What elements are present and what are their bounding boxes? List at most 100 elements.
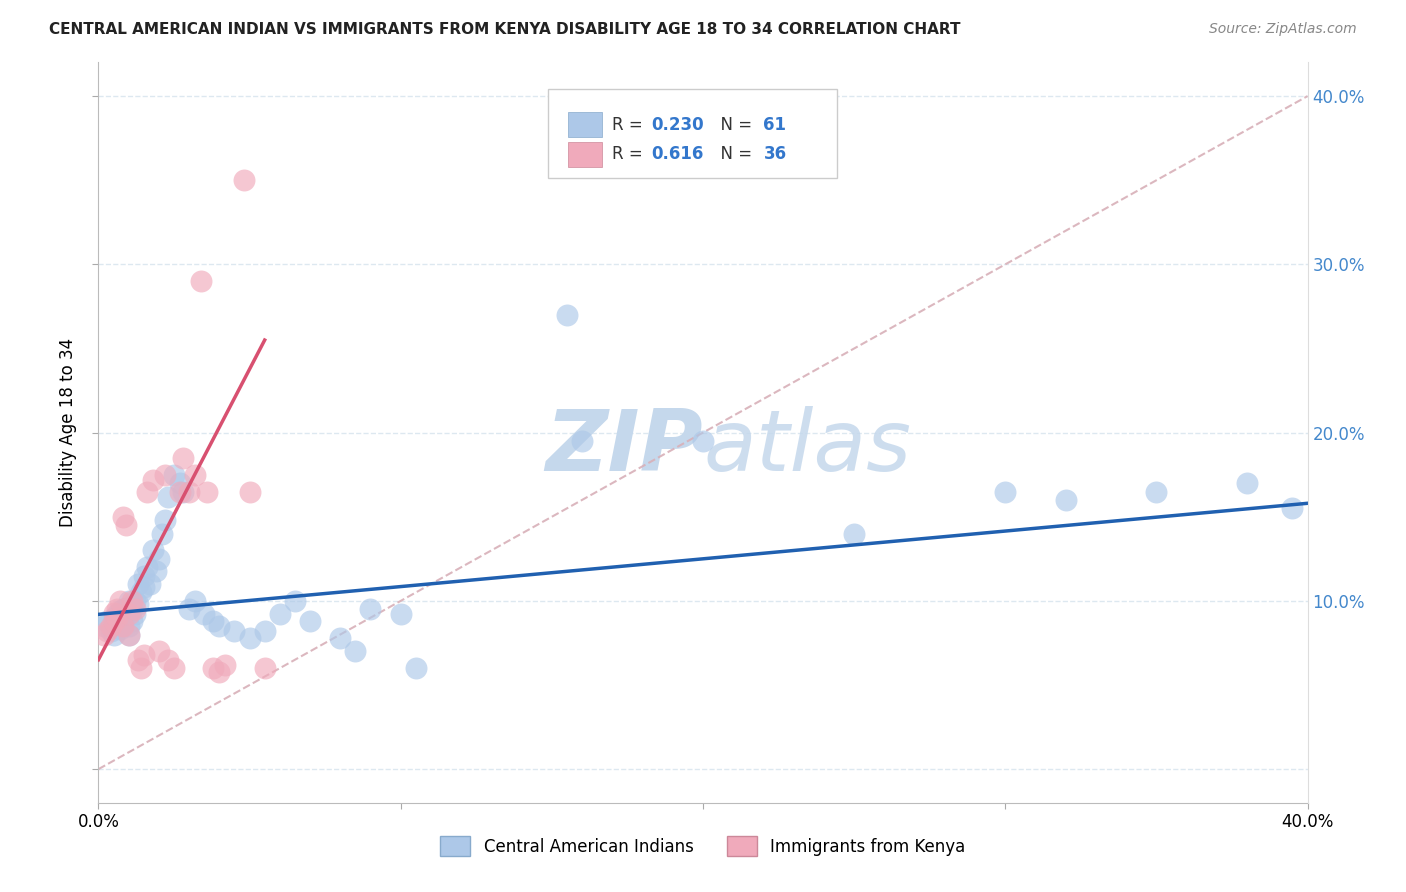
Point (389, 607, 412, 622)
Point (105, 615, 128, 630)
Point (93, 627, 115, 641)
Point (108, 604, 131, 618)
Point (139, 577, 162, 591)
Point (269, 607, 291, 622)
Point (142, 543, 165, 558)
Point (184, 594, 207, 608)
Text: R =: R = (612, 145, 648, 163)
Point (214, 657, 236, 672)
Point (344, 644, 367, 658)
Text: 0.616: 0.616 (651, 145, 703, 163)
Point (103, 627, 125, 641)
Point (153, 467, 176, 482)
Point (96, 624, 118, 639)
Point (111, 619, 134, 633)
Point (202, 614, 225, 628)
Point (111, 614, 134, 628)
Legend: Central American Indians, Immigrants from Kenya: Central American Indians, Immigrants fro… (432, 828, 974, 865)
Text: Source: ZipAtlas.com: Source: ZipAtlas.com (1209, 22, 1357, 37)
Point (208, 619, 231, 633)
Text: R =: R = (612, 116, 648, 134)
Point (190, 274, 212, 288)
Point (405, 661, 427, 675)
Point (1144, 484, 1167, 499)
Point (108, 594, 131, 608)
Point (329, 631, 352, 645)
Point (124, 602, 146, 616)
Point (111, 509, 134, 524)
Point (169, 476, 191, 491)
Point (103, 606, 125, 620)
Point (202, 661, 225, 675)
Point (184, 467, 207, 482)
Point (121, 594, 143, 608)
Point (844, 526, 866, 541)
Point (114, 518, 136, 533)
Point (103, 614, 125, 628)
Point (103, 610, 125, 624)
Text: N =: N = (710, 116, 758, 134)
Point (118, 594, 141, 608)
Point (163, 467, 186, 482)
Point (172, 484, 194, 499)
Point (169, 484, 191, 499)
Point (118, 619, 141, 633)
Point (163, 661, 186, 675)
Point (692, 434, 714, 448)
Point (253, 624, 276, 639)
Point (121, 614, 143, 628)
Point (132, 581, 155, 595)
Point (96, 614, 118, 628)
Point (179, 602, 201, 616)
Point (129, 585, 152, 599)
Point (284, 594, 307, 608)
Text: ZIP: ZIP (546, 406, 703, 489)
Point (253, 661, 276, 675)
Point (93, 619, 115, 633)
Point (148, 644, 170, 658)
Point (1054, 492, 1077, 507)
Point (360, 602, 382, 616)
Point (108, 623, 131, 637)
Point (132, 568, 155, 582)
Point (156, 490, 179, 504)
Point (105, 602, 128, 616)
Text: N =: N = (710, 145, 758, 163)
Text: CENTRAL AMERICAN INDIAN VS IMMIGRANTS FROM KENYA DISABILITY AGE 18 TO 34 CORRELA: CENTRAL AMERICAN INDIAN VS IMMIGRANTS FR… (49, 22, 960, 37)
Point (114, 600, 136, 615)
Point (118, 627, 141, 641)
Point (118, 607, 141, 622)
Point (555, 308, 578, 322)
Point (135, 560, 157, 574)
Point (118, 627, 141, 641)
Point (193, 607, 215, 622)
Point (1236, 476, 1258, 491)
Point (105, 610, 128, 624)
Point (195, 484, 218, 499)
Point (100, 619, 122, 633)
Point (132, 648, 155, 662)
Point (129, 661, 152, 675)
Point (105, 607, 128, 622)
Text: 36: 36 (763, 145, 786, 163)
Point (135, 484, 157, 499)
Point (127, 653, 149, 667)
Point (127, 597, 149, 611)
Point (232, 173, 254, 187)
Text: atlas: atlas (703, 406, 911, 489)
Point (239, 484, 262, 499)
Point (145, 564, 167, 578)
Point (111, 602, 134, 616)
Text: 0.230: 0.230 (651, 116, 703, 134)
Point (121, 602, 143, 616)
Text: 61: 61 (763, 116, 786, 134)
Point (1281, 501, 1303, 516)
Point (124, 607, 146, 622)
Point (179, 484, 201, 499)
Point (299, 614, 322, 628)
Point (127, 577, 149, 591)
Point (100, 624, 122, 639)
Point (142, 473, 165, 487)
Point (994, 484, 1017, 499)
Point (172, 450, 194, 465)
